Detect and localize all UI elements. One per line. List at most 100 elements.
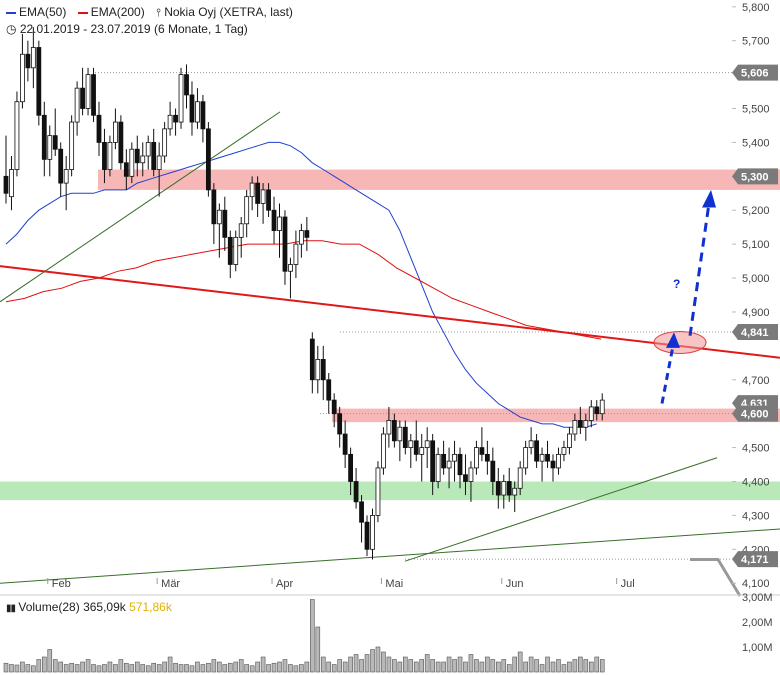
volume-bar [594,656,600,673]
candle-body [107,142,113,170]
candle [419,434,425,482]
candle [545,440,550,468]
candle-body [370,515,375,550]
candle-body [260,189,266,204]
volume-bar [184,664,189,673]
volume-bar [195,661,200,673]
volume-bar [381,651,386,673]
candle-body [397,426,403,442]
volume-bar [124,662,129,673]
price-tag-bg [732,64,778,81]
volume-bar [490,659,496,673]
volume-bar [255,661,260,673]
candle-body [162,128,168,157]
volume-bar [14,664,20,673]
candle-body [528,440,534,448]
volume-bar [102,664,107,673]
trendline-green-upper [0,111,281,303]
candle [446,447,452,489]
candle [266,183,271,218]
price-tag: 5,300 [732,168,778,185]
candle [348,447,354,496]
candle [102,128,107,184]
volume-bar [583,659,589,673]
candle-body [238,223,244,238]
candle-body [118,121,124,164]
candle-body [506,481,512,496]
volume-bar [572,659,578,673]
y-tick-label: 4,700 [742,375,770,387]
candle [594,400,600,421]
candle-body [583,420,589,428]
volume-bar [162,661,167,673]
candle-body [151,142,157,170]
candle [205,122,211,197]
volume-bar [348,656,353,673]
ema200-line [5,240,602,340]
candle [528,427,534,455]
x-tick-label: Feb [52,578,71,590]
volume-bar [85,659,91,673]
y-axis: 5,800 5,700 5,500 5,400 5,200 5,100 5,000 4,900… [732,2,778,590]
candle [353,467,359,509]
candle [3,135,9,204]
candle-body [227,236,233,265]
candle [386,406,392,448]
candle-body [277,216,282,231]
candle [402,420,408,455]
candle-body [145,142,151,157]
candle-body [47,135,53,160]
volume-bar [244,664,249,673]
candle [200,94,206,143]
candle-body [113,121,118,143]
candle [391,413,397,448]
candle-body [14,101,20,170]
x-axis: Feb Mär Apr Mai Jun Jul [47,578,635,590]
y-tick-label: 5,400 [742,137,770,149]
candle [9,155,14,211]
candle-body [561,447,567,455]
volume-bar [96,665,102,673]
volume-bar [107,661,113,673]
candle-body [512,487,518,496]
candle-body [353,481,359,503]
y-tick-label: 4,400 [742,476,770,488]
candle-body [517,467,523,489]
candle-body [577,420,583,428]
volume-bar [80,661,85,673]
candle-body [375,467,381,516]
candle [599,393,605,421]
volume-bar [206,662,211,673]
candle-body [80,87,85,109]
price-tag-label: 4,600 [741,409,769,421]
volume-bar [578,656,583,673]
candle-body [550,460,556,469]
candle-body [41,114,47,160]
price-tag: 4,171 [732,551,778,568]
candle [288,257,293,299]
candle [189,81,195,136]
candle-body [134,148,140,164]
candle-body [255,182,261,204]
candle [260,183,266,224]
volume-bar [31,665,36,673]
candle-body [484,453,490,462]
candle [162,122,168,163]
volume-bar [271,662,277,673]
volume-bar [326,661,332,673]
arrow-long [688,203,711,336]
candle [556,447,561,475]
x-tick-label: Jun [506,578,524,590]
candle-body [282,216,288,272]
candle [211,183,217,245]
y-tick-label: 5,500 [742,104,770,116]
candle [490,447,496,496]
volume-bar [118,659,124,673]
candle [337,406,343,448]
volume-bar [3,662,9,673]
candle-body [195,101,200,123]
volume-bar [501,659,507,673]
candle [145,135,151,170]
volume-bar [25,664,31,673]
